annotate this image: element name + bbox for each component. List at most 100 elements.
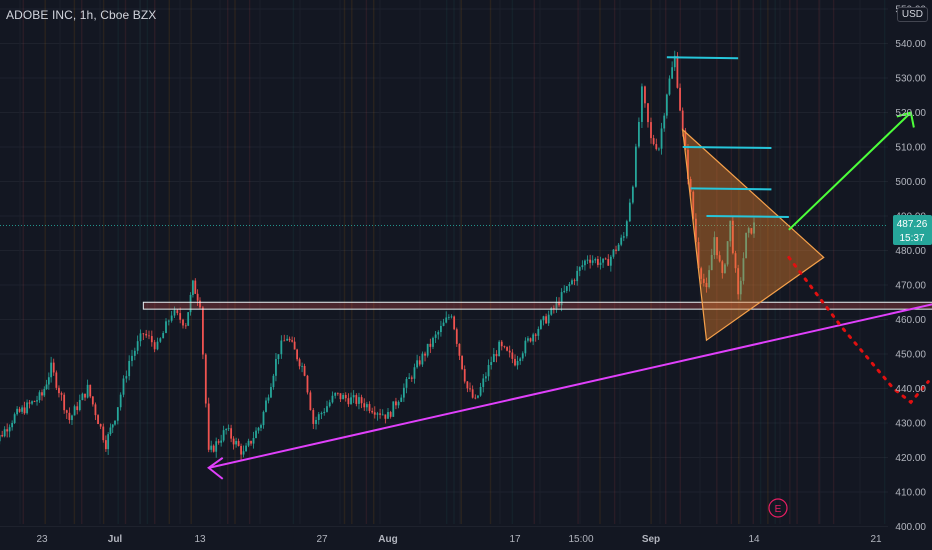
candle-body — [159, 338, 162, 342]
candle-body — [184, 325, 187, 327]
candle-body — [189, 294, 192, 313]
resistance-level-line[interactable] — [706, 215, 789, 218]
drawing-layer[interactable] — [0, 56, 932, 480]
resistance-level-line[interactable] — [682, 146, 772, 149]
candle-body — [631, 186, 634, 203]
candle-body — [192, 280, 194, 295]
session-band — [679, 0, 681, 524]
candle-body — [215, 441, 218, 452]
candle-body — [52, 362, 55, 373]
candle-body — [565, 286, 568, 291]
candle-body — [440, 325, 442, 333]
candle-body — [331, 395, 334, 403]
session-band — [730, 0, 733, 524]
currency-button[interactable]: USD — [896, 7, 928, 22]
candle-body — [609, 256, 612, 266]
session-band — [716, 0, 718, 524]
candle-body — [537, 328, 540, 336]
earnings-event-marker[interactable]: E — [768, 498, 788, 518]
y-tick-label: 500.00 — [895, 177, 926, 188]
y-tick-label: 510.00 — [895, 143, 926, 154]
candle-body — [28, 402, 31, 404]
time-axis[interactable]: 23 Jul 13 27 Aug 17 15:00 Sep 14 21 — [36, 534, 882, 545]
candle-body — [50, 362, 53, 378]
candle-body — [280, 340, 283, 355]
candle-body — [41, 392, 43, 396]
session-band — [752, 0, 754, 524]
candle-body — [482, 378, 485, 387]
candle-body — [519, 358, 522, 362]
candle-body — [552, 307, 555, 309]
candle-body — [111, 424, 114, 428]
candle-body — [326, 406, 328, 412]
candle-body — [612, 249, 615, 257]
candle-body — [250, 440, 252, 444]
bearish-projection-path[interactable] — [787, 255, 930, 405]
candle-body — [202, 307, 204, 355]
session-band — [489, 0, 492, 524]
bar-countdown: 15:37 — [899, 233, 924, 244]
y-tick-label: 530.00 — [895, 74, 926, 85]
candle-body — [392, 401, 395, 417]
candle-body — [89, 384, 92, 397]
candle-body — [745, 232, 747, 259]
candle-body — [0, 435, 1, 442]
candle-body — [344, 394, 347, 399]
candle-body — [116, 407, 119, 421]
candle-body — [133, 350, 136, 356]
candle-body — [628, 202, 631, 222]
candle-body — [571, 280, 573, 285]
session-band — [44, 0, 46, 524]
session-band — [117, 0, 119, 524]
candle-body — [429, 343, 432, 347]
x-tick-label: Aug — [378, 534, 397, 545]
candle-body — [591, 260, 594, 263]
candle-body — [718, 255, 721, 262]
candle-body — [514, 358, 516, 366]
support-zone-rectangle[interactable] — [142, 301, 932, 310]
candle-body — [91, 396, 94, 405]
candle-body — [620, 237, 623, 245]
candle-body — [400, 397, 403, 402]
candle-body — [145, 333, 148, 336]
triangle-pattern[interactable] — [681, 128, 825, 342]
candle-body — [26, 402, 28, 414]
candle-body — [291, 340, 294, 342]
candle-body — [560, 292, 563, 306]
candle-body — [534, 334, 537, 336]
session-band — [373, 0, 375, 524]
session-band — [234, 0, 236, 524]
candle-body — [713, 237, 716, 255]
symbol-title[interactable]: ADOBE INC, 1h, Cboe BZX — [6, 8, 157, 22]
candle-body — [125, 376, 128, 379]
session-band — [102, 0, 105, 524]
session-band — [227, 0, 229, 524]
resistance-level-line[interactable] — [666, 56, 739, 60]
candle-body — [122, 378, 125, 395]
candle-body — [277, 354, 280, 360]
candle-body — [247, 440, 250, 446]
resistance-level-line[interactable] — [690, 187, 772, 191]
support-trendline[interactable] — [208, 282, 932, 469]
candle-body — [170, 315, 173, 321]
candlestick-series — [0, 50, 755, 461]
x-tick-label: 14 — [748, 534, 760, 545]
candle-body — [492, 354, 495, 363]
candle-body — [309, 392, 312, 411]
candle-body — [65, 410, 68, 413]
candle-body — [563, 290, 566, 293]
candle-body — [450, 316, 453, 318]
candle-body — [128, 360, 131, 377]
candle-body — [352, 395, 355, 398]
candle-body — [527, 338, 529, 341]
bullish-arrow[interactable] — [788, 111, 912, 231]
candle-body — [586, 259, 589, 261]
candle-body — [320, 413, 323, 415]
candle-body — [734, 253, 737, 269]
candle-body — [63, 394, 66, 411]
candle-body — [235, 441, 238, 445]
session-band — [665, 0, 667, 524]
candle-body — [255, 430, 257, 438]
candle-body — [162, 332, 165, 339]
